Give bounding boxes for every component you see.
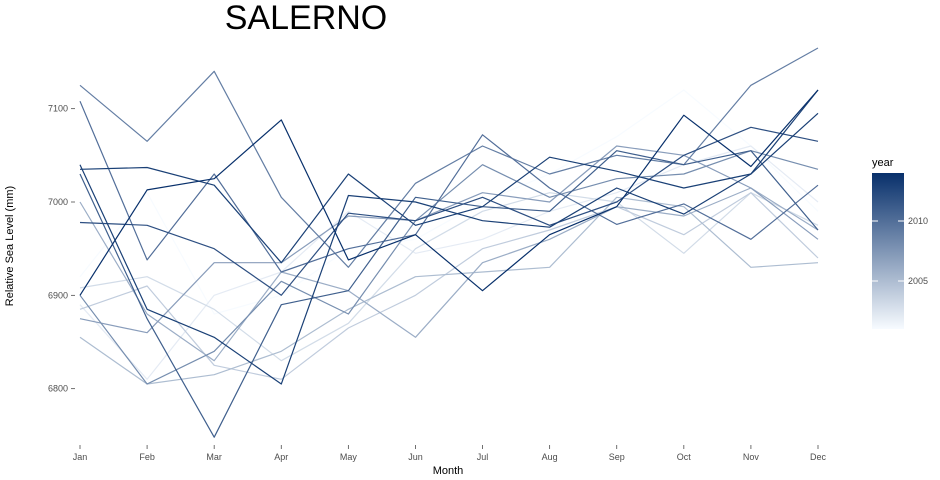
series-lines: [79, 47, 819, 438]
chart-title: SALERNO: [225, 0, 388, 37]
y-tick-label: 7100: [48, 104, 68, 114]
x-tick-label: Jun: [408, 452, 423, 462]
x-tick-label: Jul: [477, 452, 489, 462]
series-line-2001: [79, 89, 819, 315]
series-line-2013: [79, 112, 819, 385]
x-tick-label: Jan: [73, 452, 88, 462]
y-axis-title: Relative Sea Level (mm): [4, 186, 16, 306]
series-line-2005: [79, 196, 819, 385]
legend: year 2005 2010: [872, 157, 928, 329]
legend-color-bar: [872, 173, 904, 329]
series-line-2007: [79, 145, 819, 334]
series-line-2002: [79, 145, 819, 380]
series-line-2010: [79, 100, 819, 273]
series-line-2013: [79, 89, 819, 264]
x-tick-label: Aug: [542, 452, 558, 462]
series-line-2008: [79, 150, 819, 385]
series-line-2014: [79, 89, 819, 296]
series-line-2003: [79, 192, 819, 362]
series-line-2011: [79, 150, 819, 438]
y-tick-label: 7000: [48, 197, 68, 207]
x-tick-label: Apr: [274, 452, 288, 462]
y-axis: 6800 6900 7000 7100: [48, 104, 75, 394]
legend-title: year: [872, 157, 894, 169]
x-tick-label: Oct: [677, 452, 692, 462]
y-tick-label: 6800: [48, 384, 68, 394]
x-tick-label: Mar: [206, 452, 222, 462]
x-axis: Jan Feb Mar Apr May Jun Jul Aug Sep Oct Nov Dec: [73, 445, 827, 462]
x-tick-label: May: [340, 452, 358, 462]
y-tick-label: 6900: [48, 290, 68, 300]
x-tick-label: Feb: [139, 452, 155, 462]
legend-tick-label: 2005: [908, 276, 928, 286]
legend-ticks: 2005 2010: [872, 216, 928, 286]
legend-tick-label: 2010: [908, 216, 928, 226]
x-tick-label: Nov: [743, 452, 760, 462]
x-axis-title: Month: [433, 465, 464, 477]
x-tick-label: Dec: [810, 452, 827, 462]
series-line-2009: [79, 47, 819, 268]
series-line-2004: [79, 192, 819, 380]
series-line-2006: [79, 187, 819, 362]
series-line-2012: [79, 126, 819, 296]
x-tick-label: Sep: [609, 452, 625, 462]
